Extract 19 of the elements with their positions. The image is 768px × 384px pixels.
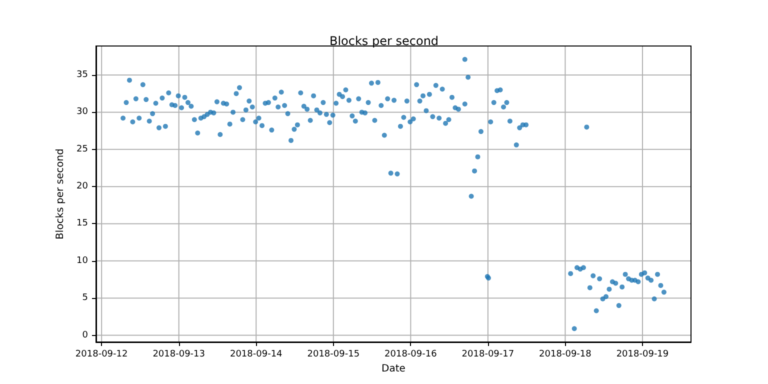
y-tick-label: 15: [76, 218, 88, 229]
y-tick-label: 30: [76, 107, 88, 118]
y-tick-label: 0: [82, 330, 88, 340]
chart-title: Blocks per second: [329, 34, 439, 48]
x-tick-label: 2018-09-16: [384, 350, 438, 360]
x-tick-label: 2018-09-15: [307, 350, 360, 360]
x-tick-label: 2018-09-12: [75, 350, 128, 360]
x-tick-label: 2018-09-18: [539, 350, 592, 360]
x-tick-label: 2018-09-13: [152, 350, 206, 360]
x-tick-label: 2018-09-17: [462, 350, 514, 360]
y-tick-label: 10: [76, 256, 88, 266]
y-tick-label: 35: [76, 70, 88, 80]
y-tick-label: 20: [76, 182, 88, 192]
x-tick-label: 2018-09-14: [230, 350, 283, 360]
y-tick-label: 5: [82, 293, 88, 304]
x-axis-title: Date: [382, 363, 406, 374]
y-axis-title: Blocks per second: [55, 148, 66, 240]
x-tick-label: 2018-09-19: [616, 350, 669, 360]
y-tick-label: 25: [76, 144, 88, 154]
